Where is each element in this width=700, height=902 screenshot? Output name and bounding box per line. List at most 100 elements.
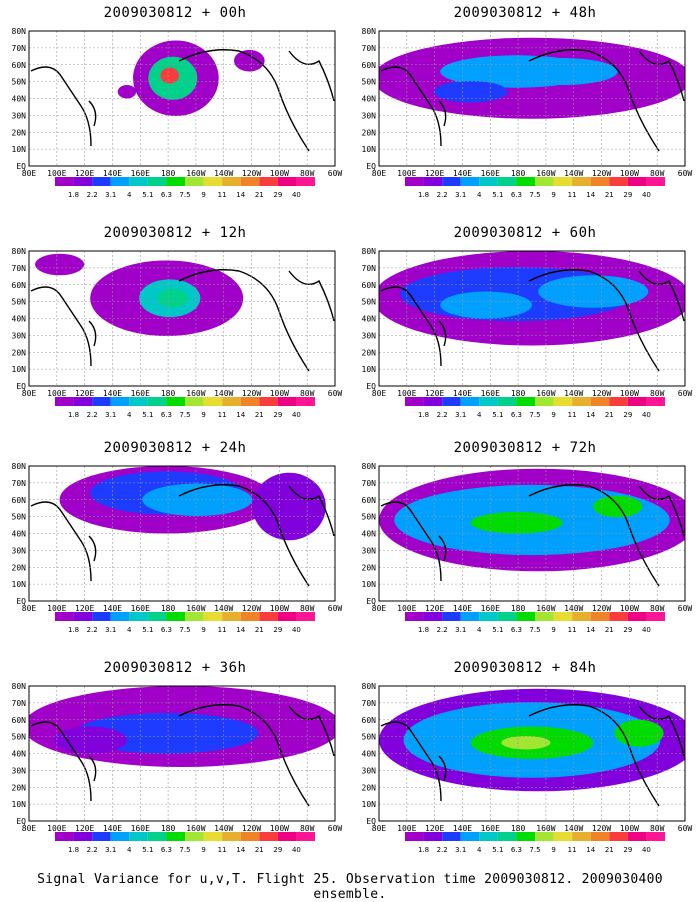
colorbar-label: 2.2	[437, 626, 448, 634]
colorbar-swatch	[240, 177, 260, 186]
lon-tick-label: 100W	[270, 824, 289, 832]
colorbar-swatch	[460, 612, 480, 621]
colorbar-label: 2.2	[87, 191, 98, 199]
colorbar-swatch	[110, 612, 130, 621]
colorbar-swatch	[497, 612, 517, 621]
map-frame	[28, 250, 336, 387]
colorbar-swatch	[590, 832, 610, 841]
colorbar-label: 11	[568, 411, 577, 419]
colorbar-label: 7.5	[179, 626, 190, 634]
lon-tick-label: 120W	[592, 169, 611, 177]
colorbar-label: 40	[292, 846, 301, 854]
colorbar-swatch	[627, 612, 647, 621]
colorbar-label: 3.1	[455, 191, 466, 199]
colorbar-label: 29	[273, 846, 282, 854]
colorbar-label: 1.8	[68, 411, 79, 419]
colorbar-label: 7.5	[179, 191, 190, 199]
colorbar-swatch	[185, 832, 204, 841]
colorbar-label: 29	[623, 411, 632, 419]
colorbar-swatch	[147, 612, 167, 621]
colorbar-swatch	[73, 177, 93, 186]
colorbar-swatch	[497, 832, 517, 841]
lat-tick-label: 40N	[12, 315, 27, 324]
lat-tick-label: 10N	[362, 800, 377, 809]
colorbar-label: 40	[642, 411, 651, 419]
colorbar-label: 40	[642, 191, 651, 199]
map-panel: 2009030812 + 84h 80N 70N 60N 50N 40N 30N 20N 10N…	[355, 660, 695, 880]
lon-tick-label: 140E	[453, 824, 472, 832]
colorbar-label: 4	[477, 411, 482, 419]
lon-tick-label: 100W	[620, 389, 639, 397]
lat-tick-label: 40N	[362, 95, 377, 104]
colorbar-label: 2.2	[437, 846, 448, 854]
colorbar-label: 6.3	[511, 191, 522, 199]
colorbar-swatch	[222, 177, 241, 186]
colorbar-swatch	[129, 832, 148, 841]
lon-tick-label: 120E	[425, 389, 444, 397]
colorbar-label: 21	[255, 191, 264, 199]
lat-tick-label: EQ	[16, 382, 26, 391]
variance-contour	[434, 80, 508, 103]
colorbar-swatch	[590, 397, 610, 406]
colorbar-label: 1.8	[68, 191, 79, 199]
lat-tick-label: 40N	[12, 95, 27, 104]
lon-tick-label: 100W	[620, 169, 639, 177]
lat-tick-label: 60N	[362, 281, 377, 290]
lon-tick-label: 180	[161, 604, 176, 612]
lon-tick-label: 80W	[650, 604, 665, 612]
lon-tick-label: 80E	[22, 604, 37, 612]
colorbar-label: 5.1	[142, 626, 153, 634]
lon-tick-label: 100W	[620, 604, 639, 612]
lon-tick-label: 100W	[270, 604, 289, 612]
lon-tick-label: 120E	[425, 604, 444, 612]
lat-tick-label: 10N	[362, 580, 377, 589]
lat-tick-label: EQ	[366, 162, 376, 171]
colorbar-swatch	[572, 832, 591, 841]
lon-tick-label: 60W	[328, 824, 343, 832]
colorbar-swatch	[405, 612, 424, 621]
colorbar-swatch	[259, 612, 278, 621]
map-frame	[378, 30, 686, 167]
lon-tick-label: 100W	[270, 169, 289, 177]
lon-tick-label: 80W	[650, 389, 665, 397]
colorbar-label: 9	[551, 846, 555, 854]
panel-title: 2009030812 + 72h	[453, 440, 597, 456]
lat-tick-label: 50N	[12, 78, 27, 87]
lat-tick-label: 30N	[12, 766, 27, 775]
colorbar-label: 40	[642, 846, 651, 854]
lat-tick-label: 40N	[362, 315, 377, 324]
colorbar: 1.8 2.2 3.1 4 5.1 6.3 7.5 9 11 14 21 29 40	[405, 832, 665, 854]
colorbar-swatch	[405, 832, 424, 841]
colorbar-swatch	[479, 612, 498, 621]
colorbar-swatch	[423, 397, 443, 406]
lon-tick-label: 80W	[650, 169, 665, 177]
lat-tick-label: 60N	[12, 281, 27, 290]
colorbar-label: 40	[642, 626, 651, 634]
colorbar-label: 21	[605, 846, 614, 854]
colorbar-label: 29	[273, 191, 282, 199]
colorbar-label: 21	[255, 411, 264, 419]
lon-tick-label: 160W	[536, 169, 555, 177]
lat-tick-label: EQ	[16, 817, 26, 826]
lat-tick-label: 60N	[12, 496, 27, 505]
lon-tick-label: 80E	[372, 824, 387, 832]
lat-tick-label: EQ	[16, 597, 26, 606]
lon-tick-label: 180	[161, 389, 176, 397]
colorbar-label: 40	[292, 626, 301, 634]
lat-tick-label: 10N	[362, 145, 377, 154]
lon-tick-label: 80E	[372, 389, 387, 397]
lat-tick-label: 50N	[362, 513, 377, 522]
lon-tick-label: 100E	[47, 824, 66, 832]
lat-tick-label: 80N	[362, 247, 377, 256]
panel-title: 2009030812 + 00h	[103, 5, 247, 21]
colorbar-swatch	[646, 177, 665, 186]
colorbar-label: 5.1	[142, 411, 153, 419]
lat-tick-label: 60N	[362, 61, 377, 70]
colorbar-label: 5.1	[492, 411, 503, 419]
colorbar-label: 14	[586, 191, 595, 199]
colorbar-swatch	[516, 832, 535, 841]
lon-tick-label: 140E	[103, 824, 122, 832]
colorbar-swatch	[203, 397, 223, 406]
